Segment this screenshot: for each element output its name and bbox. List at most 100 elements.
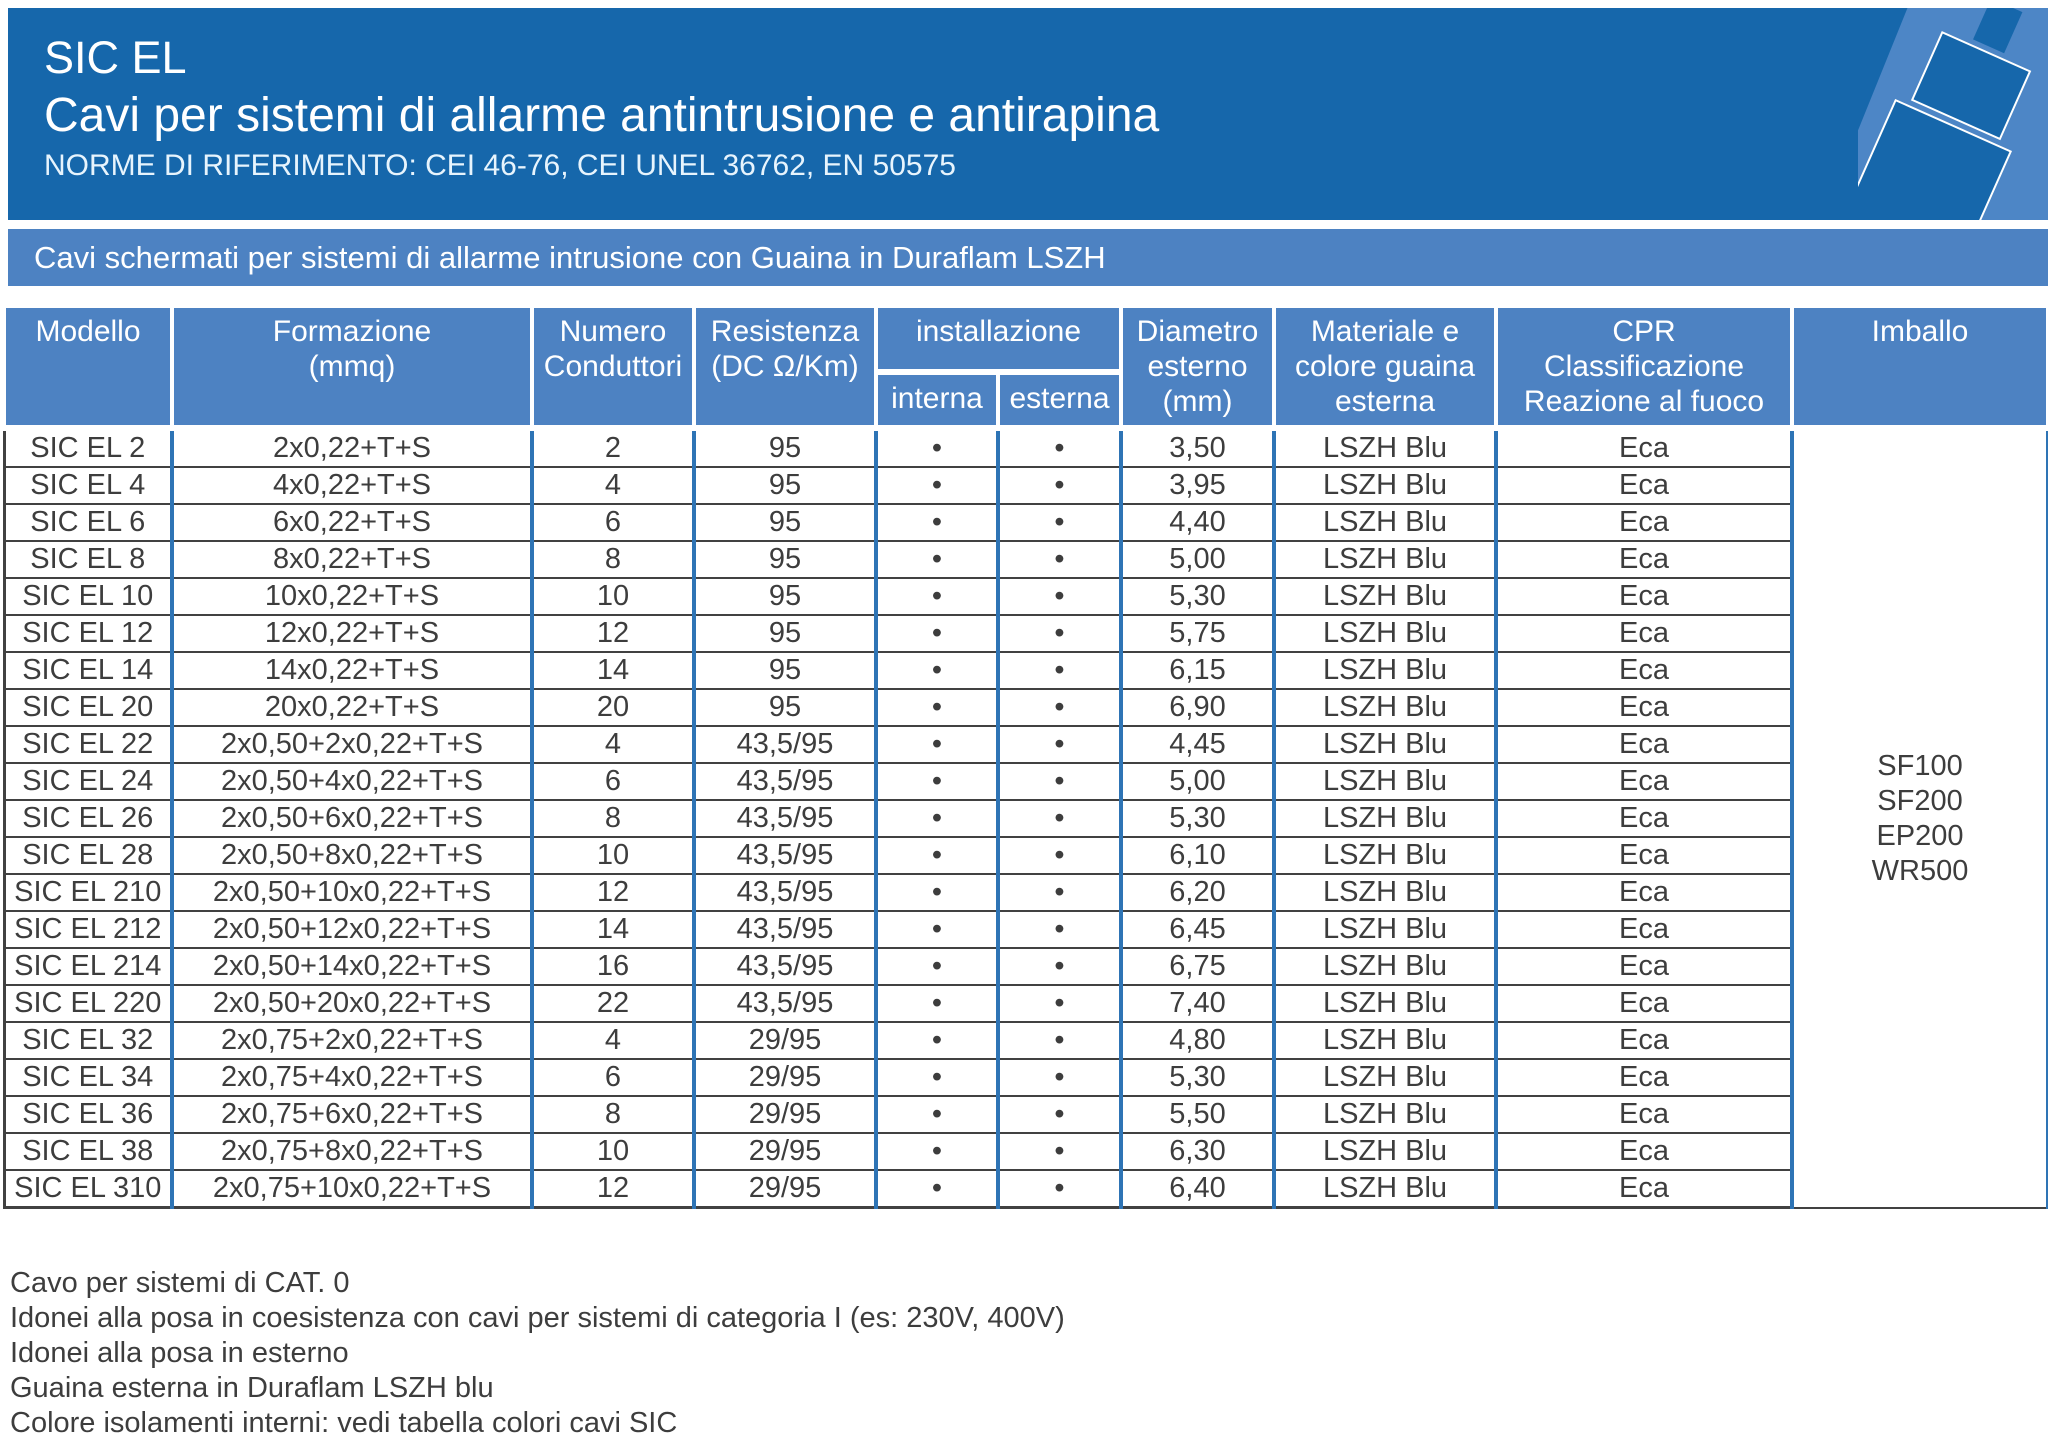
cell-cpr: Eca	[1496, 800, 1795, 838]
cell-numero-conduttori: 10	[532, 578, 696, 616]
cell-numero-conduttori: 4	[532, 467, 696, 505]
cell-formazione: 14x0,22+T+S	[172, 652, 534, 690]
cell-formazione: 2x0,50+10x0,22+T+S	[172, 874, 534, 912]
cell-formazione: 2x0,75+10x0,22+T+S	[172, 1170, 534, 1209]
cell-materiale: LSZH Blu	[1274, 1059, 1499, 1097]
cell-numero-conduttori: 10	[532, 837, 696, 875]
cell-materiale: LSZH Blu	[1274, 1170, 1499, 1209]
cell-resistenza: 95	[694, 467, 878, 505]
cell-diametro: 5,00	[1121, 541, 1277, 579]
table-row: SIC EL 36 2x0,75+6x0,22+T+S 8 29/95 • • …	[2, 1096, 2048, 1134]
cell-installazione-interna: •	[876, 1022, 1000, 1060]
cell-cpr: Eca	[1496, 504, 1795, 542]
cell-modello: SIC EL 12	[2, 615, 174, 653]
table-row: SIC EL 6 6x0,22+T+S 6 95 • • 4,40 LSZH B…	[2, 504, 2048, 542]
page-header: SIC EL Cavi per sistemi di allarme antin…	[8, 8, 2048, 220]
cell-modello: SIC EL 10	[2, 578, 174, 616]
cell-diametro: 4,80	[1121, 1022, 1277, 1060]
cell-diametro: 3,50	[1121, 428, 1277, 468]
cell-numero-conduttori: 6	[532, 1059, 696, 1097]
cell-diametro: 5,30	[1121, 1059, 1277, 1097]
cell-installazione-esterna: •	[998, 428, 1124, 468]
cell-installazione-esterna: •	[998, 467, 1124, 505]
cell-diametro: 6,30	[1121, 1133, 1277, 1171]
cell-modello: SIC EL 22	[2, 726, 174, 764]
cell-diametro: 6,75	[1121, 948, 1277, 986]
cell-modello: SIC EL 36	[2, 1096, 174, 1134]
cell-materiale: LSZH Blu	[1274, 615, 1499, 653]
cell-numero-conduttori: 2	[532, 428, 696, 468]
cell-resistenza: 29/95	[694, 1096, 878, 1134]
section-banner-text: Cavi schermati per sistemi di allarme in…	[34, 239, 1106, 275]
cell-formazione: 20x0,22+T+S	[172, 689, 534, 727]
cell-numero-conduttori: 14	[532, 911, 696, 949]
page-title: Cavi per sistemi di allarme antintrusion…	[44, 89, 1160, 142]
cell-diametro: 5,75	[1121, 615, 1277, 653]
cell-installazione-interna: •	[876, 652, 1000, 690]
cell-diametro: 5,30	[1121, 800, 1277, 838]
cell-modello: SIC EL 214	[2, 948, 174, 986]
cell-cpr: Eca	[1496, 541, 1795, 579]
cell-installazione-esterna: •	[998, 874, 1124, 912]
cell-installazione-interna: •	[876, 1096, 1000, 1134]
cell-formazione: 6x0,22+T+S	[172, 504, 534, 542]
table-row: SIC EL 14 14x0,22+T+S 14 95 • • 6,15 LSZ…	[2, 652, 2048, 690]
product-name: SIC EL	[44, 32, 187, 83]
cell-installazione-interna: •	[876, 985, 1000, 1023]
cell-modello: SIC EL 220	[2, 985, 174, 1023]
cell-installazione-interna: •	[876, 948, 1000, 986]
cell-modello: SIC EL 14	[2, 652, 174, 690]
cell-materiale: LSZH Blu	[1274, 874, 1499, 912]
cell-cpr: Eca	[1496, 467, 1795, 505]
title-block: SIC EL Cavi per sistemi di allarme antin…	[44, 30, 1159, 186]
cell-cpr: Eca	[1496, 985, 1795, 1023]
cell-installazione-esterna: •	[998, 652, 1124, 690]
cell-installazione-interna: •	[876, 428, 1000, 468]
cell-formazione: 2x0,75+6x0,22+T+S	[172, 1096, 534, 1134]
cell-cpr: Eca	[1496, 1059, 1795, 1097]
cell-installazione-esterna: •	[998, 726, 1124, 764]
cell-resistenza: 29/95	[694, 1022, 878, 1060]
cell-modello: SIC EL 38	[2, 1133, 174, 1171]
cable-tip-segment	[1972, 8, 2023, 54]
note-line: Guaina esterna in Duraflam LSZH blu	[10, 1372, 494, 1404]
table-row: SIC EL 24 2x0,50+4x0,22+T+S 6 43,5/95 • …	[2, 763, 2048, 801]
table-row: SIC EL 22 2x0,50+2x0,22+T+S 4 43,5/95 • …	[2, 726, 2048, 764]
cell-materiale: LSZH Blu	[1274, 1022, 1499, 1060]
cell-cpr: Eca	[1496, 1133, 1795, 1171]
cell-formazione: 2x0,50+14x0,22+T+S	[172, 948, 534, 986]
cell-resistenza: 43,5/95	[694, 874, 878, 912]
table-row: SIC EL 214 2x0,50+14x0,22+T+S 16 43,5/95…	[2, 948, 2048, 986]
cell-formazione: 2x0,22+T+S	[172, 428, 534, 468]
cell-numero-conduttori: 12	[532, 615, 696, 653]
cell-installazione-interna: •	[876, 1133, 1000, 1171]
cell-modello: SIC EL 34	[2, 1059, 174, 1097]
cell-cpr: Eca	[1496, 689, 1795, 727]
cell-formazione: 10x0,22+T+S	[172, 578, 534, 616]
cell-resistenza: 95	[694, 541, 878, 579]
col-header-esterna: esterna	[995, 370, 1124, 431]
cell-installazione-interna: •	[876, 763, 1000, 801]
cell-numero-conduttori: 4	[532, 726, 696, 764]
cell-installazione-interna: •	[876, 504, 1000, 542]
cell-modello: SIC EL 32	[2, 1022, 174, 1060]
col-header-installazione: installazione	[873, 304, 1124, 375]
cell-installazione-interna: •	[876, 467, 1000, 505]
cell-numero-conduttori: 14	[532, 652, 696, 690]
cell-numero-conduttori: 4	[532, 1022, 696, 1060]
cell-installazione-esterna: •	[998, 1059, 1124, 1097]
table-row: SIC EL 8 8x0,22+T+S 8 95 • • 5,00 LSZH B…	[2, 541, 2048, 579]
cell-resistenza: 95	[694, 504, 878, 542]
note-line: Colore isolamenti interni: vedi tabella …	[10, 1407, 678, 1439]
table-row: SIC EL 32 2x0,75+2x0,22+T+S 4 29/95 • • …	[2, 1022, 2048, 1060]
cell-numero-conduttori: 6	[532, 504, 696, 542]
cell-resistenza: 29/95	[694, 1133, 878, 1171]
table-row: SIC EL 12 12x0,22+T+S 12 95 • • 5,75 LSZ…	[2, 615, 2048, 653]
cell-cpr: Eca	[1496, 874, 1795, 912]
cell-cpr: Eca	[1496, 763, 1795, 801]
cell-modello: SIC EL 6	[2, 504, 174, 542]
col-header-formazione: Formazione (mmq)	[170, 304, 534, 431]
cell-modello: SIC EL 212	[2, 911, 174, 949]
cell-diametro: 4,45	[1121, 726, 1277, 764]
cell-cpr: Eca	[1496, 615, 1795, 653]
